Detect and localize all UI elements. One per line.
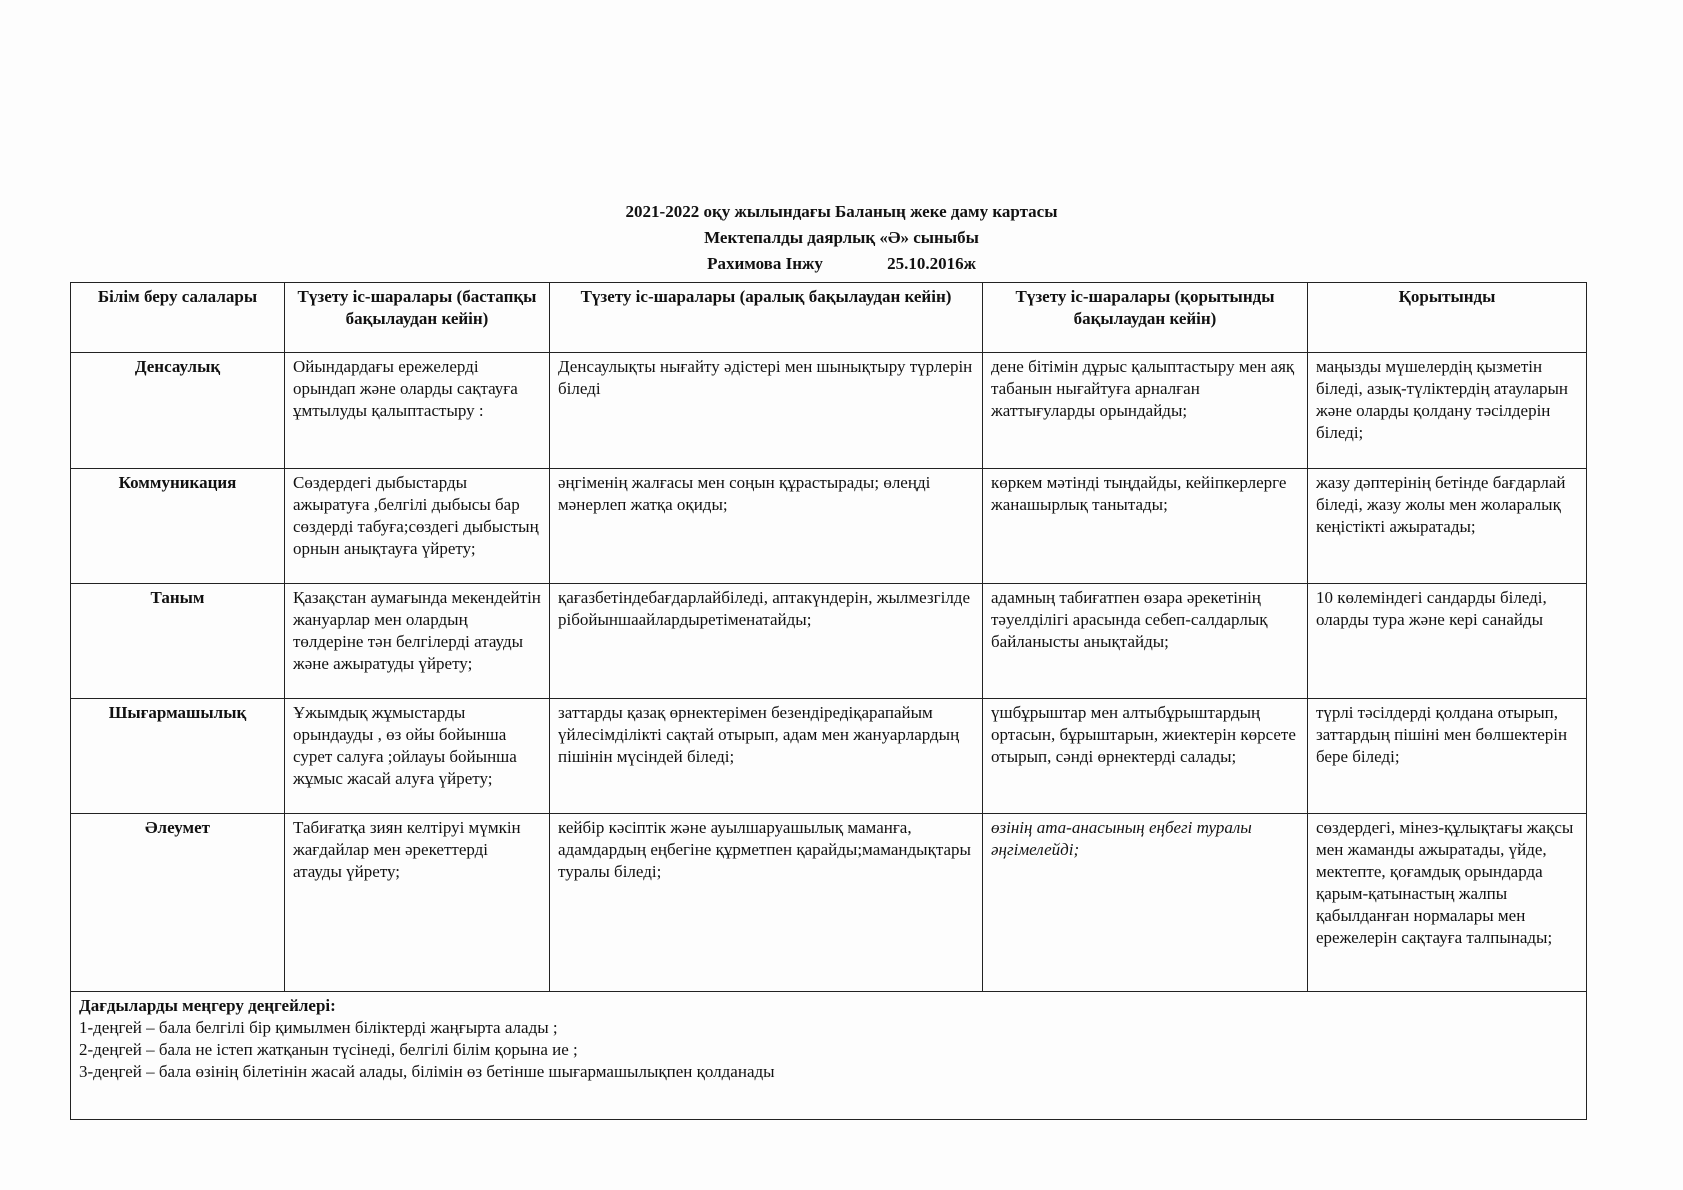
conclusion-cell: маңызды мүшелердің қызметін біледі, азық…: [1307, 352, 1587, 469]
area-cell: Коммуникация: [70, 468, 285, 584]
column-header: Қорытынды: [1307, 282, 1587, 353]
table-row: Денсаулық Ойындардағы ережелерді орындап…: [70, 352, 1587, 469]
column-header: Білім беру салалары: [70, 282, 285, 353]
final-cell: үшбұрыштар мен алтыбұрыштардың ортасын, …: [982, 698, 1308, 814]
area-cell: Әлеумет: [70, 813, 285, 992]
table-row: Әлеумет Табиғатқа зиян келтіруі мүмкін ж…: [70, 813, 1587, 992]
levels-row: Дағдыларды меңгеру деңгейлері: 1-деңгей …: [70, 991, 1587, 1120]
final-cell: көркем мәтінді тыңдайды, кейіпкерлерге ж…: [982, 468, 1308, 584]
intermediate-cell: Денсаулықты нығайту әдістері мен шынықты…: [549, 352, 983, 469]
area-cell: Шығармашылық: [70, 698, 285, 814]
final-cell: өзінің ата-анасының еңбегі туралы әңгіме…: [982, 813, 1308, 992]
document-title: 2021-2022 оқу жылындағы Баланың жеке дам…: [625, 202, 1058, 221]
child-info: Рахимова Інжу 25.10.2016ж: [0, 254, 1683, 274]
initial-cell: Ұжымдық жұмыстарды орындауды , өз ойы бо…: [284, 698, 550, 814]
area-cell: Таным: [70, 583, 285, 699]
table-row: Коммуникация Сөздердегі дыбыстарды ажыра…: [70, 468, 1587, 584]
class-line: Мектепалды даярлық «Ә» сыныбы: [704, 228, 979, 247]
column-header: Түзету іс-шаралары (аралық бақылаудан ке…: [549, 282, 983, 353]
conclusion-cell: жазу дәптерінің бетінде бағдарлай біледі…: [1307, 468, 1587, 584]
final-cell: адамның табиғатпен өзара әрекетінің тәуе…: [982, 583, 1308, 699]
area-cell: Денсаулық: [70, 352, 285, 469]
level-item: 1-деңгей – бала белгілі бір қимылмен біл…: [79, 1018, 558, 1037]
intermediate-cell: қағазбетіндебағдарлайбіледі, аптакүндері…: [549, 583, 983, 699]
conclusion-cell: түрлі тәсілдерді қолдана отырып, заттард…: [1307, 698, 1587, 814]
conclusion-cell: 10 көлеміндегі сандарды біледі, оларды т…: [1307, 583, 1587, 699]
column-header: Түзету іс-шаралары (бастапқы бақылаудан …: [284, 282, 550, 353]
table-row: Таным Қазақстан аумағында мекендейтін жа…: [70, 583, 1587, 699]
level-item: 2-деңгей – бала не істеп жатқанын түсіне…: [79, 1040, 578, 1059]
level-item: 3-деңгей – бала өзінің білетінін жасай а…: [79, 1062, 775, 1081]
intermediate-cell: кейбір кәсіптік және ауылшаруашылық мама…: [549, 813, 983, 992]
development-table: Білім беру салалары Түзету іс-шаралары (…: [70, 282, 1587, 1120]
initial-cell: Табиғатқа зиян келтіруі мүмкін жағдайлар…: [284, 813, 550, 992]
column-header: Түзету іс-шаралары (қорытынды бақылаудан…: [982, 282, 1308, 353]
conclusion-cell: сөздердегі, мінез-құлықтағы жақсы мен жа…: [1307, 813, 1587, 992]
initial-cell: Қазақстан аумағында мекендейтін жануарла…: [284, 583, 550, 699]
levels-cell: Дағдыларды меңгеру деңгейлері: 1-деңгей …: [70, 991, 1587, 1120]
levels-title: Дағдыларды меңгеру деңгейлері:: [79, 996, 336, 1015]
initial-cell: Ойындардағы ережелерді орындап және олар…: [284, 352, 550, 469]
intermediate-cell: заттарды қазақ өрнектерімен безендіредіқ…: [549, 698, 983, 814]
initial-cell: Сөздердегі дыбыстарды ажыратуға ,белгілі…: [284, 468, 550, 584]
table-row: Шығармашылық Ұжымдық жұмыстарды орындауд…: [70, 698, 1587, 814]
intermediate-cell: әңгіменің жалғасы мен соңын құрастырады;…: [549, 468, 983, 584]
final-cell: дене бітімін дұрыс қалыптастыру мен аяқ …: [982, 352, 1308, 469]
birth-date: 25.10.2016ж: [887, 254, 976, 273]
table-header-row: Білім беру салалары Түзету іс-шаралары (…: [70, 282, 1587, 353]
child-name: Рахимова Інжу: [707, 254, 823, 273]
